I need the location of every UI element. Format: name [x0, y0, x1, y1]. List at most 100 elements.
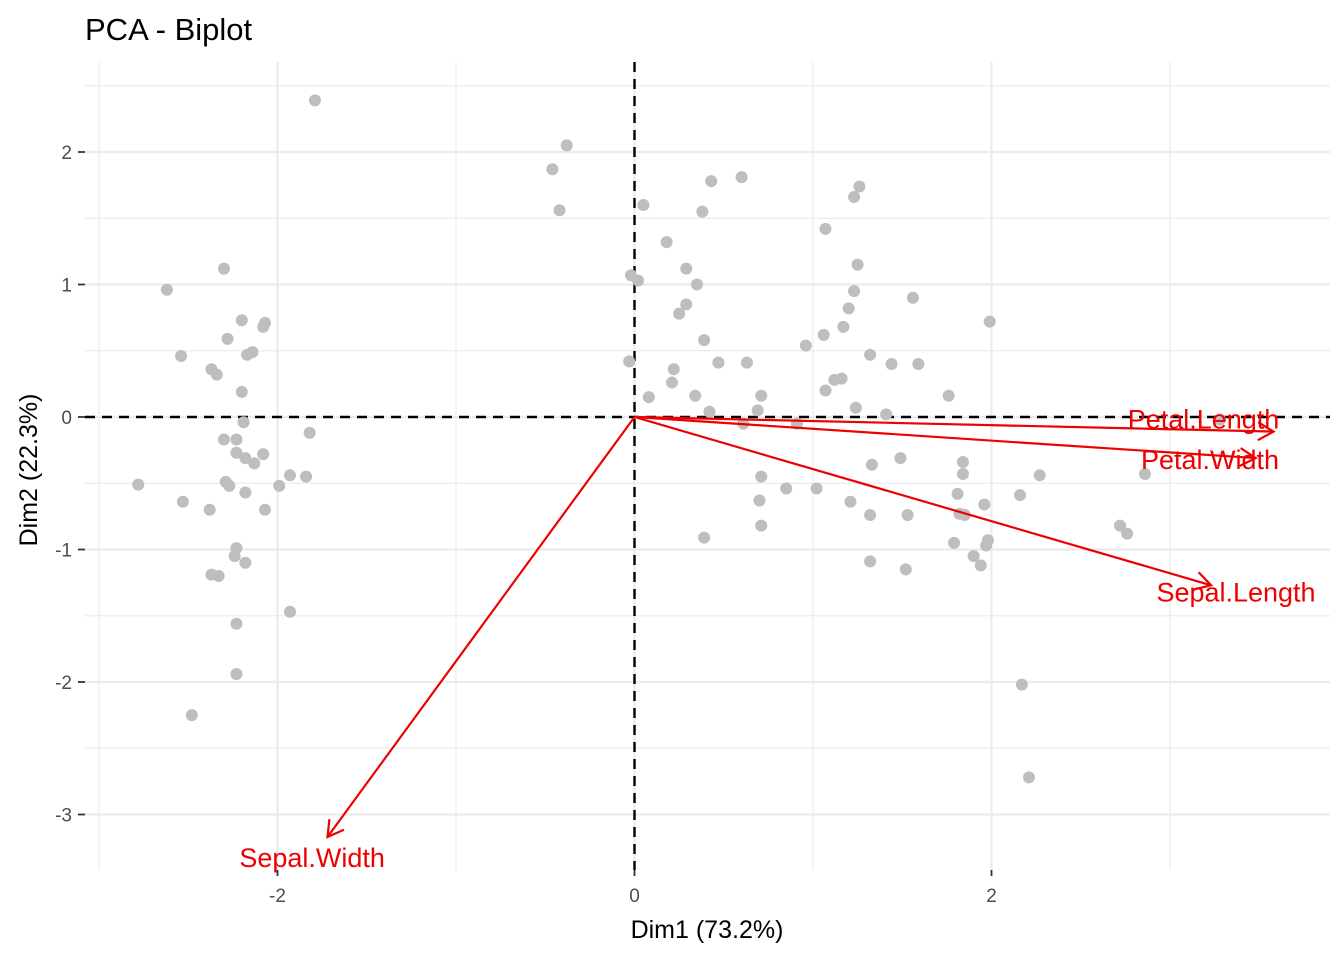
data-point [735, 171, 748, 184]
data-point [817, 328, 830, 341]
y-tick-label: 0 [61, 408, 72, 429]
data-point [228, 550, 241, 563]
data-point [175, 350, 188, 363]
variable-arrow [634, 415, 1258, 468]
data-point [673, 307, 686, 320]
data-point [865, 458, 878, 471]
variable-labels: Petal.Length Petal.Width Sepal.Length Sepal… [239, 405, 1315, 873]
data-point [553, 204, 566, 217]
data-point [1022, 771, 1035, 784]
data-point [680, 298, 693, 311]
data-point [667, 363, 680, 376]
data-point [751, 404, 764, 417]
arrow-shaft [634, 415, 1274, 433]
data-point [948, 536, 961, 549]
data-point [942, 389, 955, 402]
data-point [665, 376, 678, 389]
data-point [880, 408, 893, 421]
data-point [308, 94, 321, 107]
data-point [283, 605, 296, 618]
data-point [259, 503, 272, 516]
data-point [978, 498, 991, 511]
data-point [753, 494, 766, 507]
data-point [560, 139, 573, 152]
data-point [740, 356, 753, 369]
data-point [906, 291, 919, 304]
data-point [546, 163, 559, 176]
data-point [230, 433, 243, 446]
data-point [132, 478, 145, 491]
data-point [755, 519, 768, 532]
data-point [1139, 467, 1152, 480]
data-point [1121, 527, 1134, 540]
data-point [698, 531, 711, 544]
data-point [712, 356, 725, 369]
data-point [637, 199, 650, 211]
data-point [901, 509, 914, 522]
data-point [819, 222, 832, 235]
data-point [237, 416, 250, 429]
data-point [241, 348, 254, 361]
arrow-head [1193, 571, 1214, 591]
data-point [1033, 469, 1046, 482]
data-point [1114, 519, 1127, 532]
data-point [705, 175, 718, 188]
data-point [956, 456, 969, 469]
data-point [844, 495, 857, 508]
data-point [203, 503, 216, 516]
data-point [780, 482, 793, 495]
data-point [303, 426, 316, 439]
y-axis-title: Dim2 (22.3%) [15, 394, 43, 547]
variable-arrow [634, 415, 1276, 442]
data-point [819, 384, 832, 397]
variable-label: Sepal.Length [1156, 578, 1315, 608]
data-point [956, 467, 969, 480]
arrow-shaft [634, 415, 1212, 587]
data-point [974, 559, 987, 572]
data-point [703, 405, 716, 418]
variable-label: Sepal.Width [239, 843, 385, 873]
variable-arrows [326, 415, 1276, 839]
data-point [837, 320, 850, 333]
data-point [680, 262, 693, 275]
y-tick-label: -1 [55, 541, 72, 562]
axis-ticks: -2 0 2 2 1 0 -1 -2 -3 [55, 143, 997, 907]
data-point [912, 358, 925, 370]
y-tick-label: 2 [61, 143, 72, 164]
data-point [273, 479, 286, 492]
data-point [185, 709, 198, 722]
chart-title: PCA - Biplot [85, 12, 253, 47]
data-point [257, 448, 270, 461]
data-point [642, 391, 655, 404]
data-point [864, 555, 877, 568]
data-point [235, 314, 248, 327]
data-point [223, 479, 236, 492]
grid-major [85, 62, 1330, 870]
data-point [239, 556, 252, 569]
y-tick-label: -3 [55, 806, 72, 827]
reference-lines [85, 62, 1330, 870]
x-tick-label: 2 [986, 886, 997, 907]
data-point [755, 389, 768, 402]
data-point [230, 617, 243, 630]
data-point [160, 283, 173, 296]
data-point [235, 385, 248, 398]
arrow-head [326, 819, 345, 839]
data-point [210, 368, 223, 381]
data-point [864, 348, 877, 361]
data-point [248, 457, 261, 470]
data-point [951, 487, 964, 500]
data-point [696, 205, 709, 218]
data-point [632, 274, 645, 287]
data-point [810, 482, 823, 495]
data-point [835, 372, 848, 385]
data-point [698, 334, 711, 347]
data-point [690, 278, 703, 291]
data-point [212, 570, 225, 582]
x-tick-label: -2 [269, 886, 286, 907]
data-point [239, 486, 252, 499]
arrow-shaft [634, 415, 1256, 460]
data-point [848, 285, 861, 298]
variable-label: Petal.Length [1128, 405, 1280, 435]
